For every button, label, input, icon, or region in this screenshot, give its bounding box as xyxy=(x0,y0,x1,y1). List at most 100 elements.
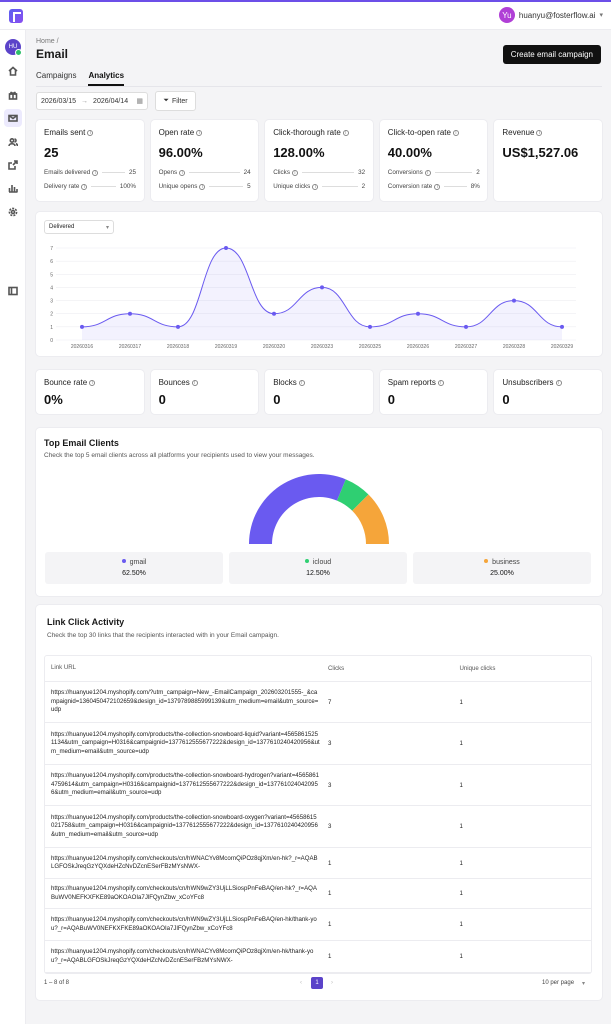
link-url-cell[interactable]: https://huanyue1204.myshopify.com/?utm_c… xyxy=(51,689,319,714)
stat-card: Blocks i 0 xyxy=(265,370,373,414)
table-row: https://huanyue1204.myshopify.com/produc… xyxy=(45,765,591,806)
filter-button[interactable]: ⏷ Filter xyxy=(155,91,196,111)
link-url-cell[interactable]: https://huanyue1204.myshopify.com/produc… xyxy=(51,813,318,838)
info-icon[interactable]: i xyxy=(424,169,431,176)
user-menu[interactable]: Yu huanyu@fosterflow.ai ▾ xyxy=(498,7,603,23)
info-icon[interactable]: i xyxy=(87,130,94,136)
header-link-url: Link URL xyxy=(51,664,77,672)
stat-card: Revenue i US$1,527.06 xyxy=(494,120,602,201)
stat-sub-row: Conversion rate i 8% xyxy=(387,183,480,190)
tab-campaigns[interactable]: Campaigns xyxy=(36,71,77,80)
stat-label: Spam reports i xyxy=(388,378,444,387)
info-icon[interactable]: i xyxy=(196,130,203,136)
info-icon[interactable]: i xyxy=(434,183,441,190)
link-url-cell[interactable]: https://huanyue1204.myshopify.com/checko… xyxy=(51,854,318,871)
x-tick-label: 20260325 xyxy=(359,344,381,350)
stat-value: 40.00% xyxy=(387,145,432,160)
sidebar: HU xyxy=(0,30,26,1024)
unique-clicks-cell: 1 xyxy=(459,698,463,706)
sidebar-toggle-icon[interactable] xyxy=(6,284,20,298)
info-icon[interactable]: i xyxy=(342,130,349,136)
stat-card: Bounce rate i 0% xyxy=(36,370,144,414)
unique-clicks-cell: 1 xyxy=(459,781,463,789)
home-icon[interactable] xyxy=(6,64,20,78)
data-point xyxy=(80,324,84,329)
clicks-cell: 3 xyxy=(327,823,332,830)
x-tick-label: 20260320 xyxy=(263,344,285,350)
unique-clicks-cell: 1 xyxy=(459,740,463,747)
stat-sub-row: Clicks i 32 xyxy=(273,169,366,176)
data-point xyxy=(464,324,468,329)
info-icon[interactable]: i xyxy=(81,183,88,190)
chart-icon[interactable] xyxy=(6,181,20,195)
data-point xyxy=(176,324,180,329)
breadcrumb[interactable]: Home / xyxy=(36,38,59,45)
link-url-cell[interactable]: https://huanyue1204.myshopify.com/checko… xyxy=(51,885,317,901)
page-button[interactable]: 1 xyxy=(311,977,323,989)
mail-icon[interactable] xyxy=(4,109,22,127)
delivery-chart-card: Delivered ▾ 0 1 2 3 4 5 6 7 20260316 20260317 2026… xyxy=(36,212,602,356)
stat-card: Bounces i 0 xyxy=(150,370,259,414)
x-tick-label: 20260316 xyxy=(71,344,93,350)
clicks-cell: 3 xyxy=(327,740,332,747)
info-icon[interactable]: i xyxy=(92,169,99,176)
link-url-cell[interactable]: https://huanyue1204.myshopify.com/checko… xyxy=(51,948,314,964)
metric-select-value: Delivered xyxy=(49,224,75,230)
date-range-picker[interactable]: 2026/03/15 → 2026/04/14 ▦ xyxy=(36,92,148,110)
x-tick-label: 20260326 xyxy=(407,344,429,350)
info-icon[interactable]: i xyxy=(199,183,206,190)
info-icon[interactable]: i xyxy=(89,380,96,386)
link-url-cell[interactable]: https://huanyue1204.myshopify.com/produc… xyxy=(51,730,320,755)
stat-card: Spam reports i 0 xyxy=(379,370,488,414)
data-point xyxy=(320,285,324,290)
link-url-cell[interactable]: https://huanyue1204.myshopify.com/checko… xyxy=(51,916,317,932)
info-icon[interactable]: i xyxy=(452,130,459,136)
tab-analytics[interactable]: Analytics xyxy=(88,71,125,86)
stat-label: Emails sent i xyxy=(44,128,94,137)
stat-value: 0 xyxy=(273,392,281,407)
y-tick-label: 0 xyxy=(50,338,53,344)
data-point xyxy=(272,311,276,316)
create-email-campaign-button[interactable]: Create email campaign xyxy=(502,45,601,64)
workspace-avatar[interactable]: HU xyxy=(5,39,22,56)
stat-sub-row: Unique clicks i 2 xyxy=(273,183,366,190)
users-icon[interactable] xyxy=(6,135,20,149)
info-icon[interactable]: i xyxy=(536,130,543,136)
y-tick-label: 1 xyxy=(50,325,53,331)
info-icon[interactable]: i xyxy=(191,380,198,386)
stat-value: US$1,527.06 xyxy=(502,145,579,160)
info-icon[interactable]: i xyxy=(555,380,562,386)
data-point xyxy=(560,324,564,329)
x-tick-label: 20260323 xyxy=(311,344,333,350)
clicks-cell: 1 xyxy=(327,953,332,960)
donut-slice[interactable] xyxy=(352,494,389,544)
donut-slice[interactable] xyxy=(336,479,369,511)
info-icon[interactable]: i xyxy=(291,169,298,176)
donut-slice[interactable] xyxy=(249,474,346,544)
stat-value: 0% xyxy=(44,392,63,407)
stat-card: Emails sent i 25 Emails delivered i 25 Del… xyxy=(36,120,144,201)
stat-card: Click-thorough rate i 128.00% Clicks i 32 … xyxy=(265,120,373,201)
stat-label: Unsubscribers i xyxy=(502,378,562,387)
y-tick-label: 6 xyxy=(50,259,53,265)
info-icon[interactable]: i xyxy=(437,380,444,386)
per-page-select[interactable]: 10 per page xyxy=(542,980,575,986)
app-logo[interactable] xyxy=(9,9,23,23)
unique-clicks-cell: 1 xyxy=(459,859,463,867)
gift-icon[interactable] xyxy=(6,88,20,102)
next-page-icon[interactable]: › xyxy=(331,980,333,986)
share-icon[interactable] xyxy=(6,158,20,172)
info-icon[interactable]: i xyxy=(179,169,186,176)
tab-bar: Campaigns Analytics xyxy=(36,71,125,86)
info-icon[interactable]: i xyxy=(312,183,319,190)
table-row: https://huanyue1204.myshopify.com/produc… xyxy=(45,806,591,848)
chevron-down-icon: ▾ xyxy=(105,224,109,231)
link-url-cell[interactable]: https://huanyue1204.myshopify.com/produc… xyxy=(51,772,320,797)
prev-page-icon[interactable]: ‹ xyxy=(300,980,302,986)
top-email-clients-card: Top Email Clients Check the top 5 email … xyxy=(36,428,602,596)
clients-donut-chart xyxy=(249,474,389,544)
info-icon[interactable]: i xyxy=(298,380,305,386)
clients-title: Top Email Clients xyxy=(44,438,119,448)
settings-icon[interactable] xyxy=(6,205,20,219)
metric-select[interactable]: Delivered ▾ xyxy=(44,220,114,234)
